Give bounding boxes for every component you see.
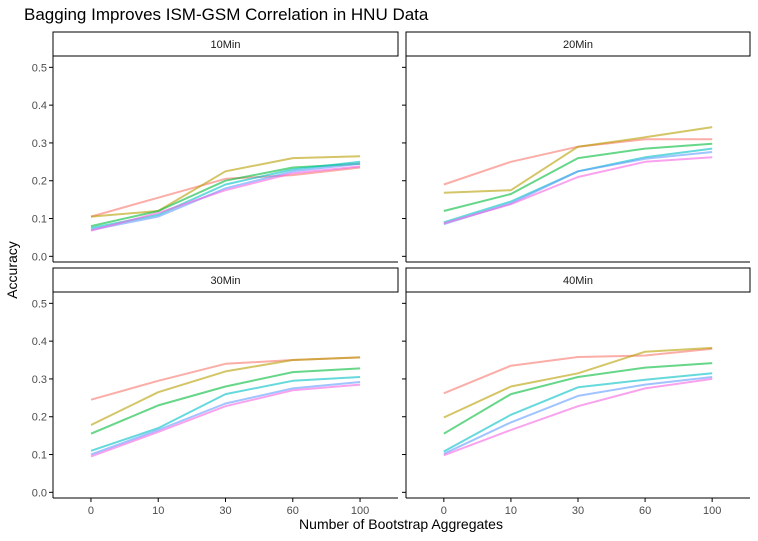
series-line-6	[90, 165, 361, 232]
y-tick-label: 0.0	[32, 251, 47, 263]
facet-panels: 10Min 0.0 0.1 0.2 0.3 0.4 0.5 20Min 30Min 0.0 0.1 0…	[32, 31, 751, 517]
series-line-2	[90, 155, 361, 218]
series-line-3	[443, 142, 713, 212]
x-tick-label: 30	[572, 505, 584, 517]
series-line-3	[90, 367, 361, 435]
series-line-2	[443, 346, 713, 419]
x-tick-label: 10	[152, 505, 164, 517]
x-tick-label: 100	[703, 505, 721, 517]
x-tick-label: 10	[505, 505, 517, 517]
y-tick-label: 0.3	[32, 138, 47, 150]
series-line-2	[90, 356, 361, 426]
series-line-4	[443, 372, 713, 453]
facet-strip	[52, 31, 399, 57]
facet-strip	[52, 267, 399, 293]
series-line-5	[443, 151, 713, 226]
facet-strip-label: 30Min	[211, 275, 241, 287]
facet-strip-label: 10Min	[211, 39, 241, 51]
y-tick-label: 0.2	[32, 176, 47, 188]
x-axis-title: Number of Bootstrap Aggregates	[299, 516, 503, 532]
y-tick-label: 0.3	[32, 374, 47, 386]
series-line-5	[90, 381, 361, 456]
x-tick-label: 100	[351, 505, 369, 517]
chart-title: Bagging Improves ISM-GSM Correlation in …	[24, 5, 429, 24]
x-tick-label: 0	[441, 505, 447, 517]
facet-strip	[405, 267, 751, 293]
facet-strip-label: 20Min	[563, 39, 593, 51]
series-line-4	[90, 376, 361, 452]
y-tick-label: 0.0	[32, 487, 47, 499]
y-tick-label: 0.1	[32, 214, 47, 226]
series-line-5	[443, 376, 713, 455]
facet-strip	[405, 31, 751, 57]
y-tick-label: 0.2	[32, 412, 47, 424]
series-line-2	[443, 126, 713, 194]
x-tick-label: 30	[219, 505, 231, 517]
series-line-6	[443, 377, 713, 457]
facet-strip-label: 40Min	[563, 275, 593, 287]
y-tick-label: 0.4	[32, 100, 47, 112]
series-line-6	[90, 383, 361, 458]
panel-20min: 20Min	[402, 31, 751, 263]
y-tick-label: 0.5	[32, 298, 47, 310]
panel-40min: 40Min 0 10 30 60 100	[402, 267, 751, 517]
y-tick-label: 0.1	[32, 450, 47, 462]
series-line-3	[443, 362, 713, 435]
panel-10min: 10Min 0.0 0.1 0.2 0.3 0.4 0.5	[32, 31, 399, 263]
x-tick-label: 0	[88, 505, 94, 517]
series-line-1	[443, 347, 713, 395]
panel-30min: 30Min 0.0 0.1 0.2 0.3 0.4 0.5 0 10 30 60 100	[32, 267, 399, 517]
series-line-1	[90, 166, 361, 218]
x-tick-label: 60	[639, 505, 651, 517]
x-tick-label: 60	[287, 505, 299, 517]
y-tick-label: 0.5	[32, 62, 47, 74]
y-axis-title: Accuracy	[4, 241, 20, 299]
y-tick-label: 0.4	[32, 336, 47, 348]
series-line-5	[90, 162, 361, 231]
series-line-6	[443, 156, 713, 225]
